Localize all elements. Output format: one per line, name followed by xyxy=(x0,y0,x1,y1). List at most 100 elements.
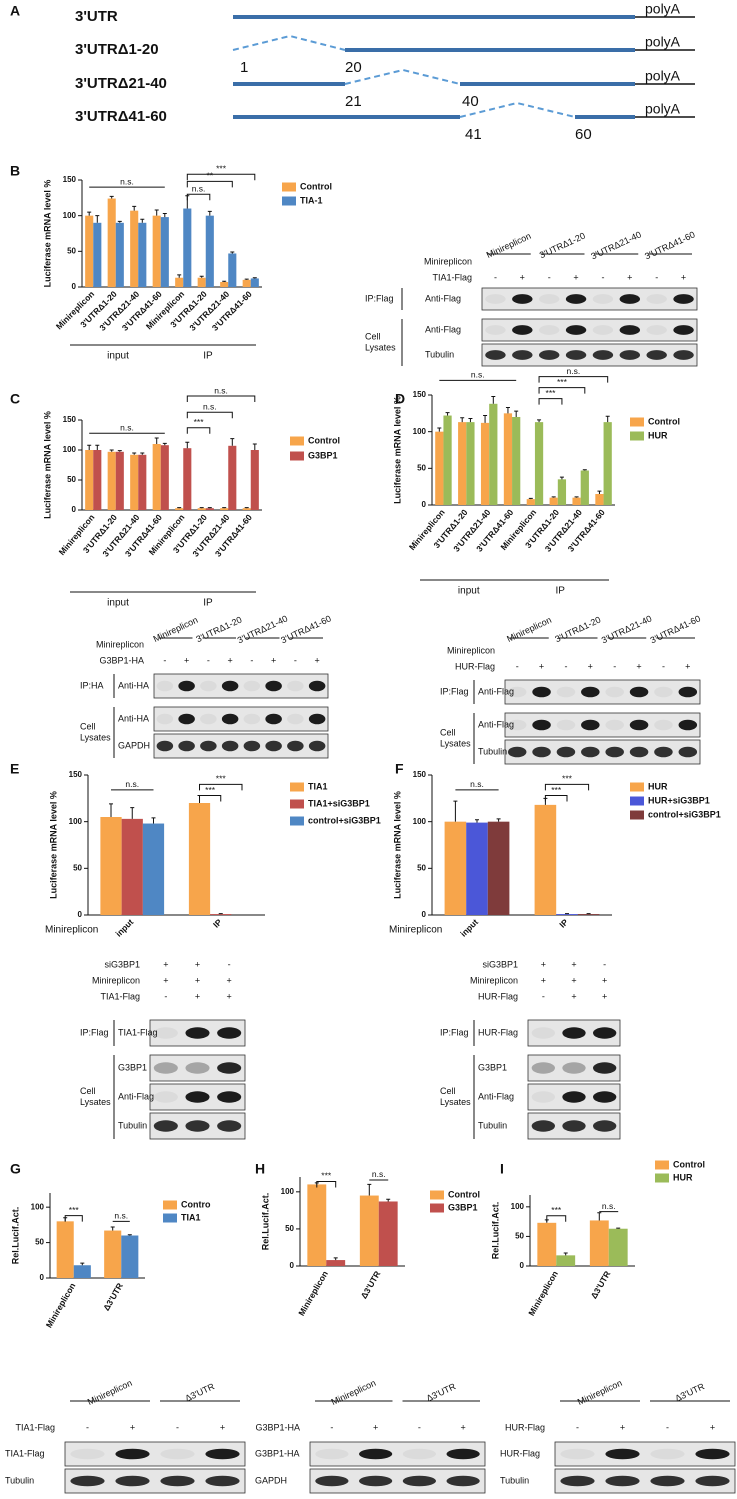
bar xyxy=(220,282,229,287)
condition-mark: + xyxy=(573,272,578,282)
band xyxy=(619,294,641,304)
band xyxy=(532,746,551,758)
y-tick-label: 0 xyxy=(422,500,427,509)
condition-mark: + xyxy=(184,655,189,665)
error-bar xyxy=(537,419,542,423)
group-label: Cell Lysates xyxy=(440,728,471,749)
row-label: GAPDH xyxy=(118,740,150,750)
condition-mark: + xyxy=(602,991,607,1001)
lane-header: Minireplicon xyxy=(485,231,533,260)
band xyxy=(217,1120,242,1132)
error-bar xyxy=(505,406,510,414)
bar xyxy=(85,450,94,510)
legend-swatch xyxy=(290,451,304,461)
band xyxy=(562,1027,586,1039)
construct-name: 3'UTR xyxy=(75,8,118,25)
y-tick-label: 50 xyxy=(417,863,426,872)
band xyxy=(359,1448,393,1460)
condition-mark: + xyxy=(620,1422,625,1432)
bar xyxy=(572,497,581,505)
group-label: input xyxy=(107,351,129,362)
band xyxy=(646,294,667,304)
band xyxy=(115,1475,150,1487)
bar xyxy=(595,494,604,505)
bar xyxy=(175,508,184,510)
condition-mark: + xyxy=(681,272,686,282)
band xyxy=(581,746,600,758)
construct-name: 3'UTRΔ1-20 xyxy=(75,41,159,58)
polya-label: polyA xyxy=(645,34,681,50)
band xyxy=(160,1448,195,1460)
legend-swatch xyxy=(282,196,296,206)
band xyxy=(221,713,239,725)
significance-label: n.s. xyxy=(471,370,485,380)
error-bar xyxy=(551,496,556,498)
band xyxy=(593,1120,617,1132)
legend-swatch xyxy=(655,1173,669,1183)
error-bar xyxy=(367,1183,372,1196)
y-tick-label: 50 xyxy=(67,246,76,255)
legend-label: TIA1+siG3BP1 xyxy=(308,798,370,808)
error-bar xyxy=(563,1252,568,1256)
position-label: 20 xyxy=(345,59,362,76)
lane-header: Minireplicon xyxy=(330,1378,378,1407)
band xyxy=(243,680,261,692)
group-label: input xyxy=(107,598,129,609)
significance-label: *** xyxy=(557,377,568,387)
bar xyxy=(242,508,251,510)
bar xyxy=(115,451,124,510)
error-bar xyxy=(460,417,465,423)
band xyxy=(605,1475,640,1487)
bar xyxy=(359,1195,379,1266)
bar xyxy=(175,277,184,287)
band xyxy=(178,680,195,692)
condition-mark: - xyxy=(250,655,253,665)
band xyxy=(185,1027,210,1039)
condition-mark: + xyxy=(541,959,546,969)
y-tick-label: 0 xyxy=(290,1261,295,1270)
band xyxy=(185,1091,210,1103)
y-tick-label: 150 xyxy=(69,770,83,779)
row-label: Tubulin xyxy=(118,1120,147,1130)
band xyxy=(646,350,667,360)
error-bar xyxy=(597,1212,602,1221)
group-label: Cell Lysates xyxy=(440,1086,471,1107)
bar xyxy=(138,222,147,287)
significance-bracket xyxy=(544,783,590,791)
y-tick-label: 50 xyxy=(35,1238,44,1247)
legend-swatch xyxy=(630,417,644,427)
y-axis-label: Luciferase mRNA level % xyxy=(42,180,52,288)
band xyxy=(593,1027,617,1039)
condition-label: HUR-Flag xyxy=(505,1422,545,1432)
legend-swatch xyxy=(630,431,644,441)
legend-swatch xyxy=(655,1160,669,1170)
error-bar xyxy=(87,444,92,450)
band xyxy=(507,746,527,758)
band xyxy=(629,686,649,698)
lane-header: Δ3'UTR xyxy=(183,1381,216,1403)
error-bar xyxy=(252,443,257,450)
band xyxy=(556,746,576,758)
lane-header: Minireplicon xyxy=(576,1378,624,1407)
legend-label: control+siG3BP1 xyxy=(308,815,381,825)
lane-header: Minireplicon xyxy=(505,615,553,644)
condition-mark: + xyxy=(571,975,576,985)
legend-swatch xyxy=(430,1190,444,1200)
significance-label: n.s. xyxy=(470,779,484,789)
band xyxy=(217,1062,242,1074)
y-axis-label: Luciferase mRNA level % xyxy=(42,411,52,519)
polya-label: polyA xyxy=(645,68,681,84)
bar xyxy=(557,479,567,505)
bar xyxy=(580,470,589,505)
lane-header: Minireplicon xyxy=(86,1378,134,1407)
band xyxy=(619,325,641,335)
legend-swatch xyxy=(630,782,644,792)
condition-mark: + xyxy=(163,975,168,985)
band xyxy=(581,719,600,731)
lane-header: 3'UTRΔ41-60 xyxy=(643,229,696,261)
y-tick-label: 50 xyxy=(285,1224,294,1233)
bar xyxy=(100,817,122,915)
condition-mark: + xyxy=(130,1422,135,1432)
error-bar xyxy=(207,507,212,509)
band xyxy=(531,1120,555,1132)
